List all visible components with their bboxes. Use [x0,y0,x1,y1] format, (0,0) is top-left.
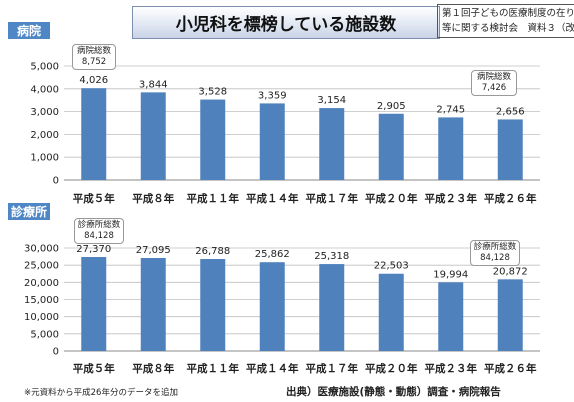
clinic-chart: 0 5,000 10,000 15,000 20,000 25,000 30,000 27,3… [24,244,540,375]
callout-title: 診療所総数 [77,220,121,230]
category-label: 平成５年 [73,192,115,205]
bar-value-label: 20,872 [493,266,528,277]
clinic-total-callout-h5: 診療所総数 84,128 [74,218,124,244]
y-tick-label: 30,000 [24,244,59,255]
bar-value-label: 2,745 [436,104,465,115]
bar-value-label: 3,154 [317,95,346,106]
category-label: 平成８年 [132,362,174,375]
category-label: 平成１７年 [306,192,359,205]
y-tick-label: 5,000 [30,329,59,340]
bar-value-label: 27,095 [136,245,171,256]
y-tick-label: 0 [53,347,59,358]
y-tick-label: 10,000 [24,312,59,323]
bar [140,92,166,180]
bar [81,88,107,180]
y-tick-label: 25,000 [24,261,59,272]
y-tick-label: 1,000 [30,153,59,164]
category-label: 平成８年 [132,192,174,205]
bar-value-label: 22,503 [374,261,409,272]
callout-value: 8,752 [81,57,107,67]
bar [319,108,345,180]
bar-value-label: 3,359 [258,90,287,101]
category-label: 平成１４年 [246,192,299,205]
y-tick-label: 3,000 [30,107,59,118]
bar-value-label: 2,656 [496,106,525,117]
bar-value-label: 4,026 [79,75,108,86]
y-tick-label: 5,000 [30,62,59,73]
callout-value: 84,128 [84,231,114,241]
hospital-chart: 0 1,000 2,000 3,000 4,000 5,000 4,026 平成５年 3,844… [30,62,540,205]
page-title: 小児科を標榜している施設数 [132,6,440,39]
category-label: 平成２３年 [425,192,478,205]
bar [200,259,226,351]
source-note: 出典）医療施設(静態・動態）調査・病院報告 [286,386,501,398]
bar-value-label: 25,862 [255,249,290,260]
bar-value-label: 2,905 [377,101,406,112]
clinic-section-label: 診療所 [8,203,50,220]
bar-value-label: 26,788 [195,246,230,257]
y-tick-label: 2,000 [30,130,59,141]
callout-title: 病院総数 [476,72,511,82]
y-tick-label: 4,000 [30,84,59,95]
bar [378,273,404,351]
hospital-section-label: 病院 [8,22,50,39]
meeting-note-line2: 等に関する検討会 資料３（改） [442,23,574,34]
bar [259,103,285,180]
clinic-total-callout-h26: 診療所総数 84,128 [470,240,520,266]
callout-title: 診療所総数 [473,242,517,252]
category-label: 平成２０年 [365,362,418,375]
bar [438,282,464,351]
y-tick-label: 0 [53,176,59,187]
bar-value-label: 27,370 [76,244,111,255]
y-tick-label: 20,000 [24,278,59,289]
bar [319,264,345,351]
bar [438,117,464,180]
callout-value: 84,128 [480,253,510,263]
bar [497,279,523,351]
category-label: 平成２３年 [425,362,478,375]
callout-value: 7,426 [481,83,507,93]
hospital-total-callout-h5: 病院総数 8,752 [72,44,116,70]
y-tick-label: 15,000 [24,295,59,306]
category-label: 平成２０年 [365,192,418,205]
bar-value-label: 25,318 [314,251,349,262]
category-label: 平成２６年 [484,362,537,375]
callout-title: 病院総数 [76,46,111,56]
category-label: 平成５年 [73,362,115,375]
footnote: ※元資料から平成26年分のデータを追加 [24,388,178,398]
bar [81,257,107,351]
category-label: 平成１１年 [187,362,240,375]
bar [259,262,285,351]
hospital-total-callout-h26: 病院総数 7,426 [471,70,517,96]
meeting-note-line1: 第１回子どもの医療制度の在り方 [442,8,574,19]
bar-value-label: 3,528 [198,87,227,98]
bar [497,119,523,180]
meeting-note: 第１回子どもの医療制度の在り方 等に関する検討会 資料３（改） [437,4,574,38]
bar [200,99,226,180]
bar-value-label: 3,844 [139,79,168,90]
bar [378,113,404,180]
category-label: 平成１４年 [246,362,299,375]
bar [140,257,166,351]
category-label: 平成２６年 [484,192,537,205]
category-label: 平成１７年 [306,362,359,375]
bar-value-label: 19,994 [433,269,468,280]
category-label: 平成１１年 [187,192,240,205]
